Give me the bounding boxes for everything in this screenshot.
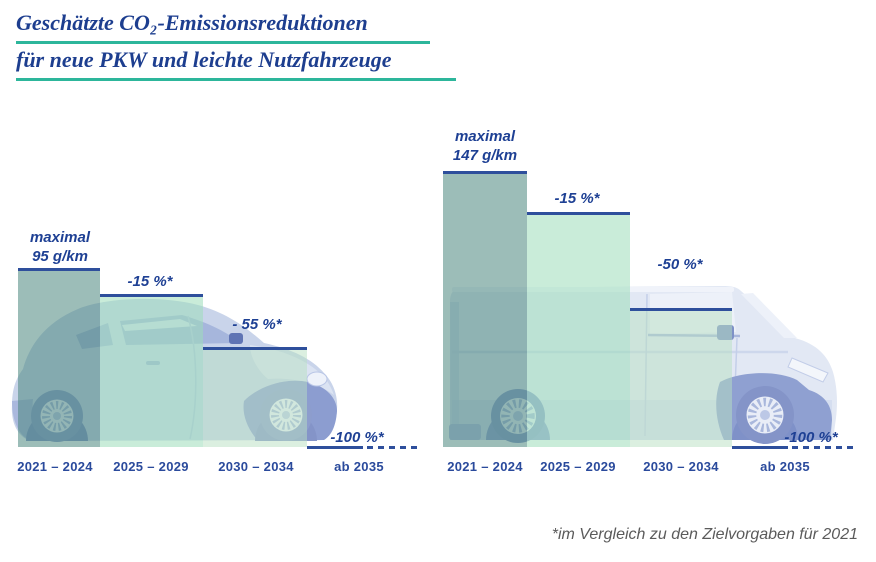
pkw-zero-line-dashed [367,446,419,449]
van-windshield [741,293,797,338]
lnf-max-label: maximal 147 g/km [435,127,535,165]
lnf-max-label-line1: maximal [454,128,516,145]
pkw-bar-2030-2034 [203,347,307,447]
lnf-reduction-15-label: -15 %* [554,190,600,207]
lnf-zero-line-solid [732,446,788,449]
lnf-axis-2021-2024: 2021 – 2024 [447,459,523,474]
lnf-max-label-line2: 147 g/km [452,147,518,164]
pkw-bar-2021-2024 [18,268,100,447]
pkw-reduction-15-label: -15 %* [127,273,173,290]
pkw-axis-2030-2034: 2030 – 2034 [218,459,294,474]
pkw-zero-line-solid [307,446,363,449]
pkw-axis-2021-2024: 2021 – 2024 [17,459,93,474]
title-underline-1 [16,41,430,44]
lnf-reduction-50-label: -50 %* [657,256,703,273]
title-underline-2 [16,78,456,81]
lnf-bar-2030-2034 [630,308,732,447]
pkw-max-label-line2: 95 g/km [32,248,88,265]
page-title-line1: Geschätzte CO₂-Emissionsreduktionen [16,10,368,35]
page-title-line2: für neue PKW und leichte Nutzfahrzeuge [16,47,392,72]
van-front-wheel [736,386,794,444]
pkw-axis-2025-2029: 2025 – 2029 [113,459,189,474]
pkw-axis-ab-2035: ab 2035 [334,459,384,474]
pkw-max-label: maximal 95 g/km [10,228,110,266]
footnote: *im Vergleich zu den Zielvorgaben für 20… [551,526,858,543]
pkw-bar-2025-2029 [100,294,203,447]
car-mirror [229,333,243,344]
lnf-axis-2030-2034: 2030 – 2034 [643,459,719,474]
pkw-reduction-55-label: - 55 %* [232,316,282,333]
lnf-axis-ab-2035: ab 2035 [760,459,810,474]
lnf-zero-line-dashed [792,446,856,449]
lnf-bar-2025-2029 [527,212,630,447]
lnf-bar-2021-2024 [443,171,527,447]
car-headlight [306,371,328,387]
lnf-reduction-100-label: -100 %* [784,429,838,446]
pkw-reduction-100-label: -100 %* [330,429,384,446]
van-headlight [787,357,829,383]
pkw-max-label-line1: maximal [29,229,91,246]
lnf-axis-2025-2029: 2025 – 2029 [540,459,616,474]
